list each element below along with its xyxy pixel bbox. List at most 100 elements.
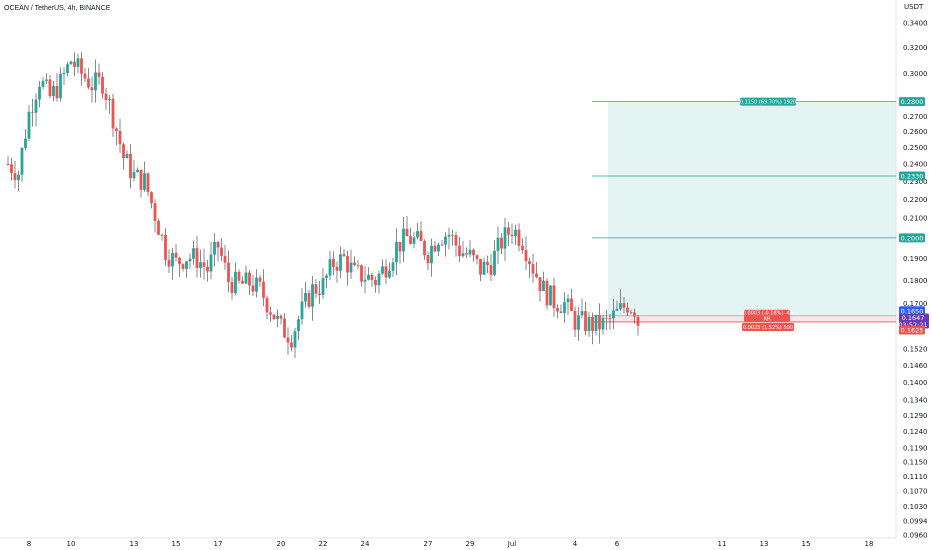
candle [62, 67, 66, 85]
time-axis[interactable]: 8 10 13 15 17 20 22 24 27 29 Jul 4 6 11 13 15 18 [27, 540, 874, 548]
x-tick-label: 27 [424, 540, 433, 548]
candle-body [496, 237, 500, 251]
candle [405, 215, 409, 237]
candle [615, 300, 619, 312]
candle-body [188, 258, 192, 262]
candle [391, 258, 395, 278]
candle [237, 269, 241, 284]
rr-label: RR [764, 316, 771, 322]
candle-body [426, 255, 430, 264]
candle [619, 289, 622, 311]
candle [419, 221, 423, 242]
candle [356, 260, 360, 269]
candle-body [136, 169, 139, 173]
candle-body [300, 301, 304, 320]
candle [482, 257, 486, 276]
candle [573, 306, 577, 338]
candle-body [31, 111, 34, 113]
position-tool[interactable]: 0.1150 (69.70%) 1920 -0.0003 (-0.18%) -46… [592, 97, 896, 331]
candle-body [489, 265, 493, 275]
candle [612, 298, 615, 330]
candle [388, 262, 391, 279]
candle-body [332, 259, 335, 267]
stop-price-tag: 0.1625 [901, 326, 924, 334]
candle-body [486, 261, 489, 266]
candle-body [248, 272, 251, 286]
candle [416, 222, 419, 240]
x-tick-label: 6 [615, 540, 620, 548]
candle [220, 238, 223, 262]
target-price-tag-3-bg [899, 97, 925, 107]
candle-body [423, 240, 426, 256]
candle [290, 334, 293, 352]
candle [80, 52, 83, 86]
candle-body [622, 303, 626, 308]
candle [87, 68, 90, 90]
candle [304, 281, 307, 308]
candle-body [370, 274, 374, 280]
candle-body [118, 130, 122, 145]
candle-body [587, 316, 591, 332]
candle-body [307, 292, 311, 307]
candle [440, 239, 444, 247]
candle-body [461, 253, 465, 257]
candle-body [510, 234, 514, 236]
candle [384, 259, 388, 284]
candle-body [339, 254, 342, 271]
x-tick-label: 11 [718, 540, 727, 548]
candle [458, 236, 461, 263]
candle [461, 241, 465, 258]
candle [52, 81, 55, 102]
target-zone [608, 101, 896, 316]
candle [332, 251, 335, 276]
candle-body [605, 317, 608, 319]
candle-body [629, 312, 633, 314]
candle-body [104, 93, 108, 101]
candle [594, 314, 598, 336]
stop-label-badge [742, 322, 794, 331]
candle-body [314, 284, 318, 294]
price-axis[interactable]: 0.3400 0.3200 0.3000 0.2700 0.2600 0.2500 0.24… [903, 20, 928, 540]
candle-body [258, 277, 262, 282]
candle [430, 238, 433, 277]
candle-body [377, 273, 381, 286]
candle-body [507, 227, 510, 235]
candle-body [73, 61, 76, 67]
candle [363, 266, 367, 294]
candle [500, 233, 503, 255]
candle [227, 250, 230, 293]
candle-body [213, 241, 216, 255]
candle [115, 127, 118, 146]
candle [346, 250, 349, 286]
candle-body [405, 228, 409, 237]
candle-body [164, 234, 167, 260]
candle [248, 269, 251, 295]
candle-body [549, 285, 552, 306]
candle [150, 191, 153, 209]
y-tick-label: 0.2200 [903, 196, 928, 204]
candle-body [209, 254, 213, 272]
candle [314, 279, 318, 299]
candle-body [409, 236, 412, 244]
candle-body [353, 262, 356, 266]
candle-body [272, 314, 276, 320]
candle [31, 98, 34, 127]
candle [76, 53, 80, 74]
candle-body [444, 236, 447, 245]
candle-body [185, 261, 188, 269]
candle [24, 129, 27, 151]
candle [426, 251, 430, 271]
candle [412, 232, 416, 249]
candle-body [356, 265, 360, 266]
candle [433, 240, 437, 253]
candle-body [108, 98, 111, 101]
candle [13, 160, 17, 189]
candle [381, 259, 384, 275]
candle-body [454, 235, 458, 246]
candle [17, 170, 20, 192]
candle [45, 73, 48, 85]
candle [209, 241, 213, 280]
candle-body [227, 262, 230, 282]
candle [73, 52, 76, 77]
